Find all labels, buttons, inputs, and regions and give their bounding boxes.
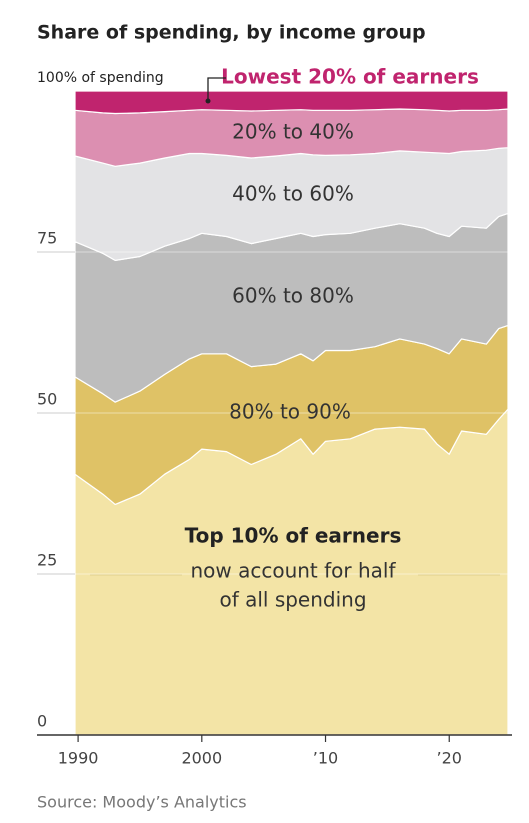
series-label: 40% to 60% bbox=[232, 182, 354, 206]
label-dot bbox=[205, 98, 211, 104]
x-tick-label: ’20 bbox=[437, 749, 462, 768]
series-label: Lowest 20% of earners bbox=[221, 65, 479, 89]
y-tick-label: 0 bbox=[37, 712, 47, 731]
source: Source: Moody’s Analytics bbox=[37, 793, 247, 812]
x-tick-label: 1990 bbox=[58, 749, 99, 768]
x-tick-label: 2000 bbox=[181, 749, 222, 768]
series-label: 80% to 90% bbox=[229, 400, 351, 424]
y-tick-label: 75 bbox=[37, 229, 57, 248]
series-label: Top 10% of earners bbox=[185, 524, 402, 548]
area bbox=[74, 90, 509, 115]
x-tick-label: ’10 bbox=[313, 749, 338, 768]
series-label: 60% to 80% bbox=[232, 284, 354, 308]
y-tick-label: 100% of spending bbox=[37, 70, 164, 86]
chart-title: Share of spending, by income group bbox=[37, 22, 426, 44]
y-tick-label: 50 bbox=[37, 390, 57, 409]
series-label: 20% to 40% bbox=[232, 120, 354, 144]
annotation: now account for half bbox=[190, 559, 396, 583]
annotation: of all spending bbox=[219, 588, 366, 612]
label-leader bbox=[207, 77, 226, 101]
y-tick-label: 25 bbox=[37, 551, 57, 570]
